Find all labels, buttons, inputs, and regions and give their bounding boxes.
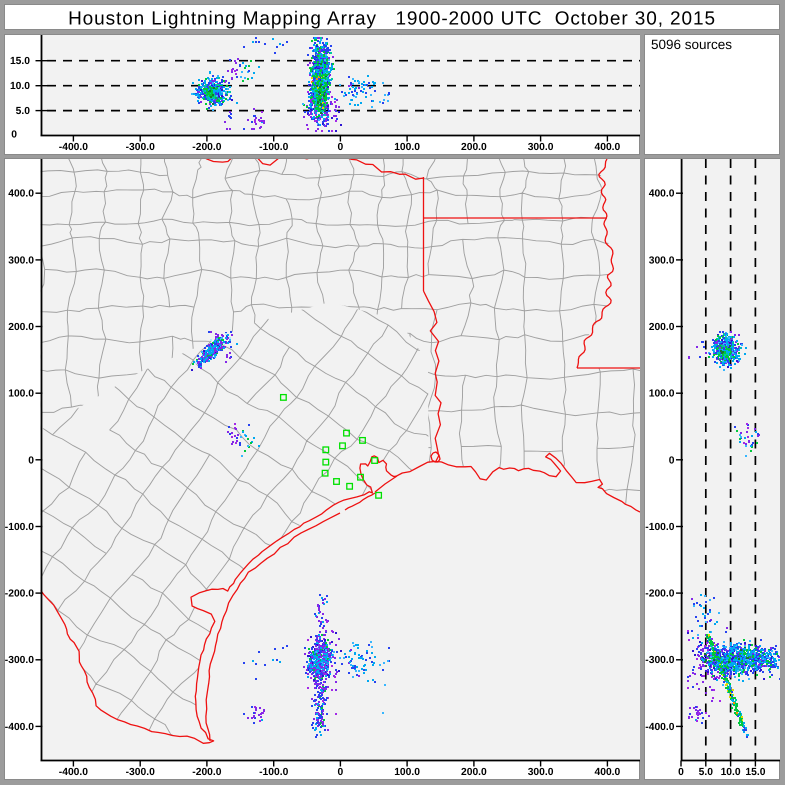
svg-text:200.0: 200.0 (8, 322, 34, 333)
svg-text:-100.0: -100.0 (259, 767, 288, 778)
svg-text:200.0: 200.0 (461, 767, 487, 778)
svg-text:200.0: 200.0 (461, 142, 487, 153)
svg-text:300.0: 300.0 (528, 767, 554, 778)
svg-text:400.0: 400.0 (649, 189, 675, 200)
svg-text:0: 0 (338, 142, 344, 153)
svg-text:0: 0 (338, 767, 344, 778)
svg-text:300.0: 300.0 (528, 142, 554, 153)
svg-text:5096 sources: 5096 sources (651, 37, 732, 52)
svg-text:5.0: 5.0 (16, 106, 31, 117)
svg-text:Houston Lightning Mapping Arra: Houston Lightning Mapping Array 1900-200… (68, 9, 716, 30)
svg-text:15.0: 15.0 (10, 56, 30, 67)
svg-text:400.0: 400.0 (595, 142, 621, 153)
svg-text:-300.0: -300.0 (5, 655, 34, 666)
svg-text:10.0: 10.0 (721, 767, 741, 778)
svg-text:0: 0 (678, 767, 684, 778)
svg-text:-200.0: -200.0 (192, 767, 221, 778)
svg-text:-100.0: -100.0 (645, 522, 674, 533)
svg-text:300.0: 300.0 (8, 255, 34, 266)
svg-text:100.0: 100.0 (649, 389, 675, 400)
svg-text:-400.0: -400.0 (5, 722, 34, 733)
svg-text:-100.0: -100.0 (259, 142, 288, 153)
svg-text:-400.0: -400.0 (59, 767, 88, 778)
svg-text:0: 0 (28, 455, 34, 466)
svg-text:100.0: 100.0 (8, 389, 34, 400)
svg-text:-200.0: -200.0 (5, 589, 34, 600)
svg-text:-300.0: -300.0 (126, 142, 155, 153)
svg-text:400.0: 400.0 (595, 767, 621, 778)
svg-text:-200.0: -200.0 (192, 142, 221, 153)
svg-text:0: 0 (11, 130, 17, 141)
svg-text:-400.0: -400.0 (59, 142, 88, 153)
svg-text:-300.0: -300.0 (645, 655, 674, 666)
svg-text:100.0: 100.0 (394, 142, 420, 153)
svg-text:-300.0: -300.0 (126, 767, 155, 778)
svg-text:-100.0: -100.0 (5, 522, 34, 533)
svg-text:300.0: 300.0 (649, 255, 675, 266)
svg-text:0: 0 (669, 455, 675, 466)
svg-text:-400.0: -400.0 (645, 722, 674, 733)
svg-text:5.0: 5.0 (699, 767, 714, 778)
svg-text:10.0: 10.0 (10, 81, 30, 92)
svg-text:100.0: 100.0 (394, 767, 420, 778)
svg-text:-200.0: -200.0 (645, 589, 674, 600)
svg-text:200.0: 200.0 (649, 322, 675, 333)
svg-text:15.0: 15.0 (745, 767, 765, 778)
svg-text:400.0: 400.0 (8, 189, 34, 200)
